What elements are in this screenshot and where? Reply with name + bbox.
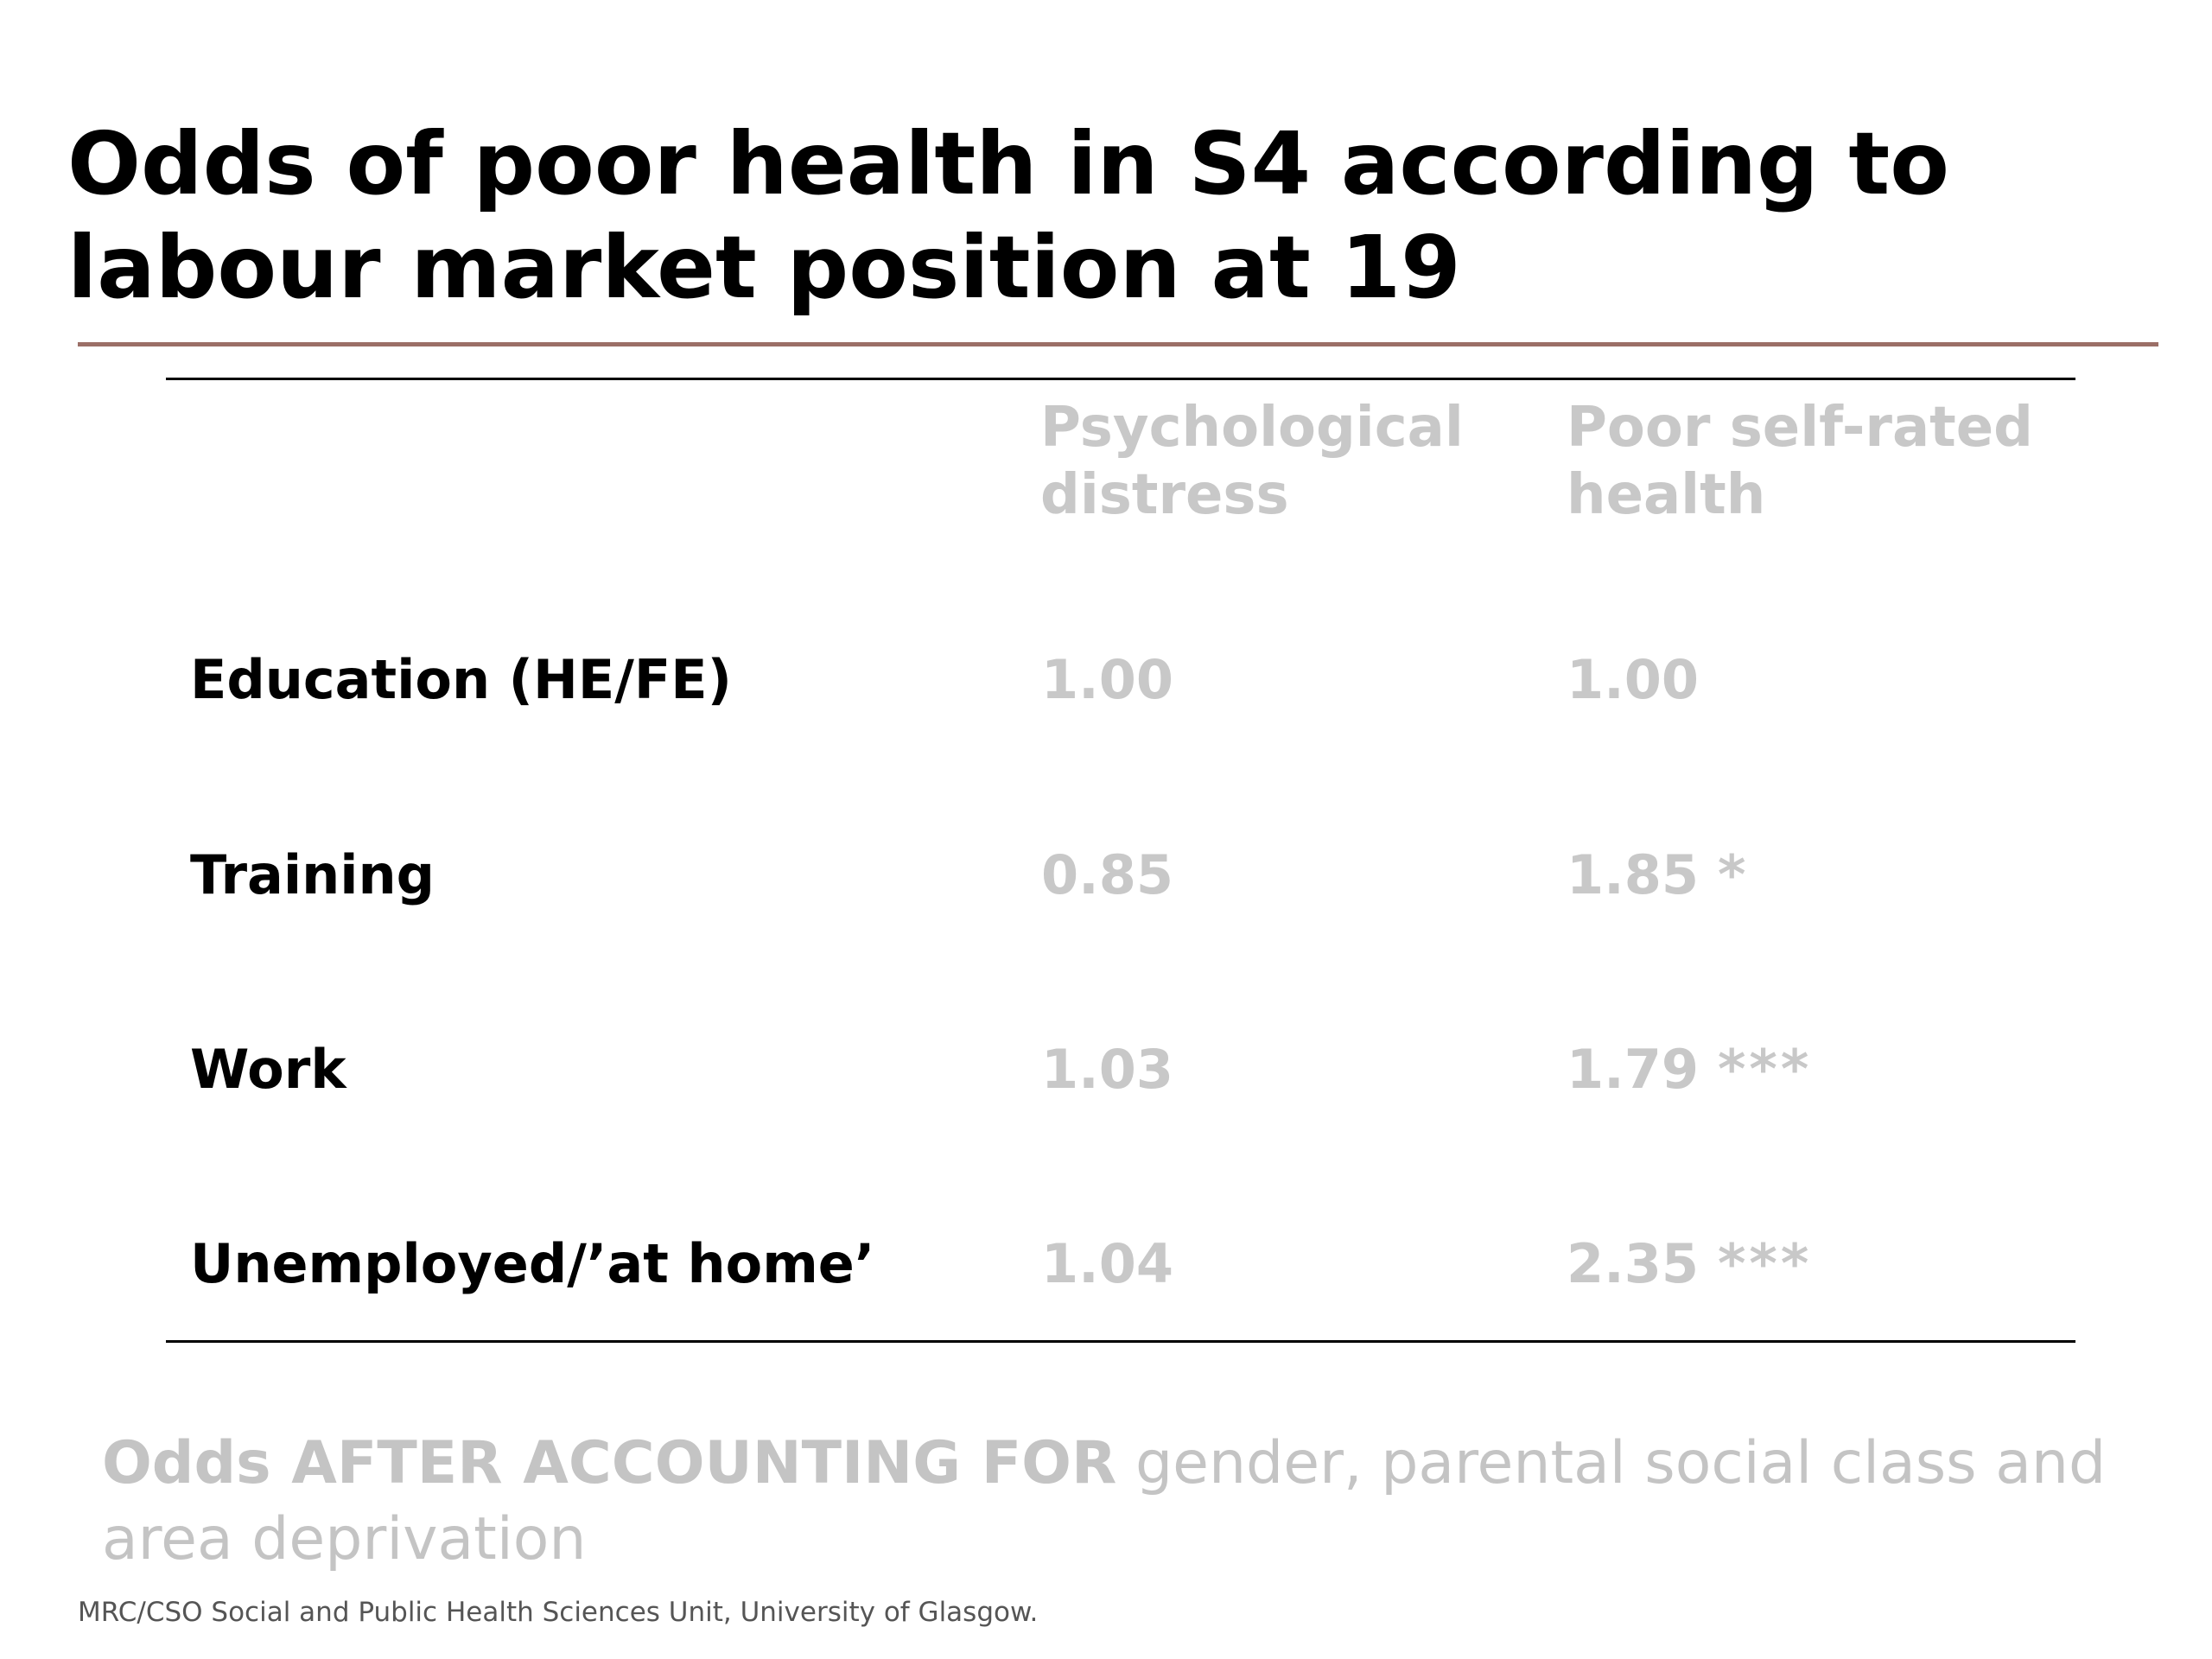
self-rated-health-cell: 1.85 * xyxy=(1567,841,1749,910)
self-rated-health-value: 2.35 xyxy=(1567,1232,1699,1295)
psychological-distress-value: 1.04 xyxy=(1041,1232,1173,1295)
adjustment-note-emphasis: Odds AFTER ACCOUNTING FOR xyxy=(102,1429,1117,1497)
self-rated-health-cell: 2.35 *** xyxy=(1567,1230,1812,1299)
adjustment-note-text: gender, parental social class and area d… xyxy=(102,1429,2107,1573)
title-divider xyxy=(78,342,2158,346)
significance-marker: *** xyxy=(1717,1232,1813,1295)
table-row: Education (HE/FE) 1.00 1.00 xyxy=(0,645,2212,715)
footer-attribution: MRC/CSO Social and Public Health Science… xyxy=(78,1597,1039,1628)
table-bottom-rule xyxy=(166,1340,2075,1343)
row-label: Work xyxy=(190,1038,346,1101)
significance-marker: *** xyxy=(1717,1038,1813,1101)
slide-title: Odds of poor health in S4 according to l… xyxy=(67,112,2158,320)
significance-marker: * xyxy=(1717,843,1750,906)
column-header-line: distress xyxy=(1040,463,1289,527)
self-rated-health-cell: 1.79 *** xyxy=(1567,1035,1812,1104)
psychological-distress-value: 1.03 xyxy=(1041,1038,1173,1101)
row-label: Unemployed/’at home’ xyxy=(190,1232,875,1295)
adjustment-note: Odds AFTER ACCOUNTING FOR gender, parent… xyxy=(102,1426,2124,1578)
column-header-line: Poor self-rated xyxy=(1567,396,2033,460)
slide-title-line-2: labour market position at 19 xyxy=(67,217,1461,318)
table-row: Unemployed/’at home’ 1.04 2.35 *** xyxy=(0,1230,2212,1299)
column-header-psychological-distress: Psychological distress xyxy=(1040,394,1524,529)
row-label: Education (HE/FE) xyxy=(190,648,732,711)
psychological-distress-value: 0.85 xyxy=(1041,843,1173,906)
column-header-line: health xyxy=(1567,463,1766,527)
table-row: Training 0.85 1.85 * xyxy=(0,841,2212,910)
self-rated-health-value: 1.85 xyxy=(1567,843,1699,906)
row-label: Training xyxy=(190,843,435,906)
self-rated-health-cell: 1.00 xyxy=(1567,645,1718,715)
psychological-distress-value: 1.00 xyxy=(1041,648,1173,711)
slide-title-line-1: Odds of poor health in S4 according to xyxy=(67,113,1949,214)
table-top-rule xyxy=(166,378,2075,380)
table-row: Work 1.03 1.79 *** xyxy=(0,1035,2212,1104)
column-header-poor-self-rated-health: Poor self-rated health xyxy=(1567,394,2050,529)
column-header-line: Psychological xyxy=(1040,396,1464,460)
self-rated-health-value: 1.79 xyxy=(1567,1038,1699,1101)
self-rated-health-value: 1.00 xyxy=(1567,648,1699,711)
